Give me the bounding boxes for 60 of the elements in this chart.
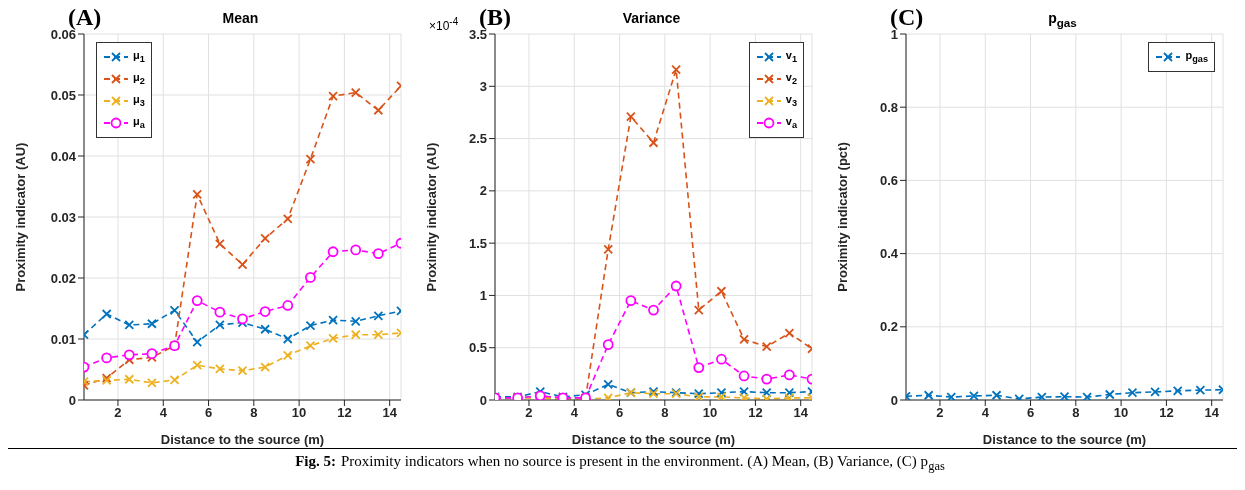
- text: Proximity indicators when no source is present in the environment. (A) Mean, (B) Variance, (C) p$_{gas}$: [341, 453, 945, 473]
- x-tick-label: 10: [1113, 405, 1129, 421]
- chart-title: Mean: [222, 10, 259, 26]
- legend-label: p$_{gas}$: [1185, 49, 1208, 65]
- y-tick-label: 0: [479, 392, 487, 408]
- x-tick-label: 6: [615, 405, 624, 421]
- y-axis-title: Proximity indicator (AU): [423, 142, 439, 292]
- x-axis-title: Distance to the source (m): [160, 432, 325, 447]
- y-tick-label: 1.5: [468, 235, 487, 251]
- x-tick-label: 4: [159, 405, 168, 421]
- x-tick-label: 14: [382, 405, 398, 421]
- legend-label: v$_{a}$: [785, 115, 797, 131]
- y-tick-label: 0: [68, 392, 76, 408]
- x-tick-label: 6: [1026, 405, 1035, 421]
- y-tick-label: 2.5: [468, 131, 487, 147]
- x-tick-label: 12: [337, 405, 352, 421]
- caption: Fig. 5:: [295, 453, 337, 469]
- y-tick-label: 0.4: [879, 246, 899, 262]
- text: ×10$^{-4}$: [429, 16, 459, 33]
- x-tick-label: 2: [114, 405, 122, 421]
- x-tick-label: 14: [1204, 405, 1220, 421]
- x-tick-label: 10: [702, 405, 718, 421]
- chart-title: p$_{gas}$: [1048, 10, 1077, 29]
- x-tick-label: 2: [525, 405, 533, 421]
- y-tick-label: 0.05: [50, 87, 76, 103]
- legend-label: v$_{2}$: [785, 71, 797, 87]
- x-tick-label: 6: [204, 405, 213, 421]
- x-axis-title: Distance to the source (m): [571, 432, 736, 447]
- y-tick-label: 0.2: [879, 319, 898, 335]
- y-tick-label: 0.6: [879, 173, 898, 189]
- legend-label: v$_{3}$: [785, 93, 797, 109]
- legend-label: μ$_{a}$: [133, 115, 145, 131]
- chart-title: Variance: [622, 10, 681, 26]
- x-axis-title: Distance to the source (m): [982, 432, 1147, 447]
- y-tick-label: 3: [479, 78, 487, 94]
- legend-label: μ$_{1}$: [133, 49, 145, 65]
- y-axis-title: Proximity indicator (AU): [12, 142, 28, 292]
- y-tick-label: 0.03: [50, 209, 76, 225]
- x-tick-label: 12: [748, 405, 763, 421]
- legend-label: μ$_{3}$: [133, 93, 145, 109]
- x-tick-label: 14: [793, 405, 809, 421]
- y-tick-label: 0.04: [50, 148, 77, 164]
- x-tick-label: 8: [661, 405, 669, 421]
- x-tick-label: 12: [1159, 405, 1174, 421]
- legend-label: v$_{1}$: [785, 49, 797, 65]
- y-tick-label: 0.02: [50, 270, 76, 286]
- x-tick-label: 4: [570, 405, 579, 421]
- x-tick-label: 2: [936, 405, 944, 421]
- x-tick-label: 10: [291, 405, 307, 421]
- y-tick-label: 0.8: [879, 99, 898, 115]
- x-tick-label: 8: [1072, 405, 1080, 421]
- y-tick-label: 0: [890, 392, 898, 408]
- legend-label: μ$_{2}$: [133, 71, 145, 87]
- x-tick-label: 8: [250, 405, 258, 421]
- y-tick-label: 0.01: [50, 331, 76, 347]
- y-tick-label: 1: [479, 288, 487, 304]
- y-tick-label: 0.5: [468, 340, 487, 356]
- y-tick-label: 2: [479, 183, 487, 199]
- y-axis-title: Proximity indicator (pct): [834, 142, 850, 292]
- x-tick-label: 4: [981, 405, 990, 421]
